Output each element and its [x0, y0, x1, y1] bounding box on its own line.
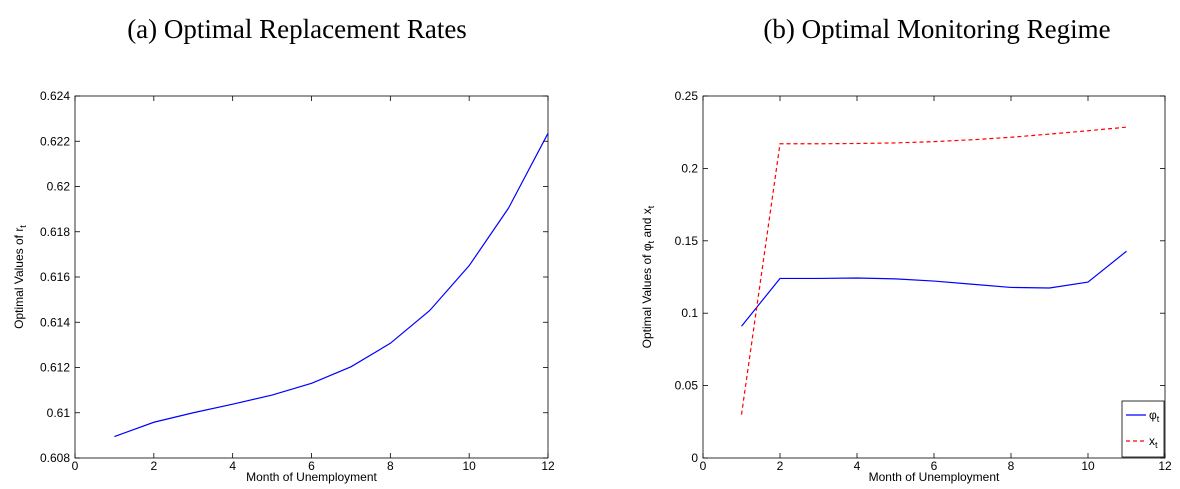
chart-title: (a) Optimal Replacement Rates [127, 14, 467, 44]
x-tick-label: 0 [72, 459, 79, 473]
x-tick-label: 4 [854, 459, 861, 473]
y-axis-label-subscript: t [18, 225, 28, 228]
x-tick-label: 12 [1158, 459, 1172, 473]
y-tick-label: 0.618 [40, 225, 70, 239]
legend-label: φt [1149, 408, 1160, 424]
data-line [740, 126, 1127, 415]
data-line [741, 250, 1127, 327]
x-tick-label: 0 [700, 459, 707, 473]
x-tick-label: 6 [308, 459, 315, 473]
data-line [114, 133, 549, 438]
legend-label-subscript: t [1157, 414, 1160, 424]
y-tick-label: 0.612 [40, 361, 70, 375]
x-tick-label: 12 [541, 459, 555, 473]
x-tick-label: 10 [1081, 459, 1095, 473]
legend-box [1121, 400, 1165, 458]
plot-area [702, 95, 1166, 459]
x-tick-label: 6 [931, 459, 938, 473]
plot-area [74, 95, 549, 459]
legend-label-part: x [1149, 434, 1155, 448]
y-tick-label: 0.616 [40, 270, 70, 284]
y-tick-label: 0.1 [681, 306, 698, 320]
y-tick-label: 0.15 [675, 234, 699, 248]
legend-label-subscript: t [1155, 440, 1158, 450]
x-tick-label: 4 [229, 459, 236, 473]
y-axis-label-part: Optimal Values of r [12, 228, 26, 329]
y-axis-label-subscript: t [646, 205, 656, 208]
y-axis-label: Optimal Values of φt and xt [640, 205, 656, 348]
y-axis-label: Optimal Values of rt [12, 225, 28, 329]
legend-label: xt [1149, 434, 1158, 450]
y-axis-label-part: Optimal Values of φ [640, 243, 654, 348]
x-axis-label: Month of Unemployment [869, 470, 1000, 484]
x-axis-label: Month of Unemployment [246, 470, 377, 484]
y-tick-label: 0.622 [40, 134, 70, 148]
y-tick-label: 0.2 [681, 161, 698, 175]
legend-label-part: φ [1149, 408, 1157, 422]
y-tick-label: 0.61 [47, 406, 71, 420]
x-tick-label: 2 [150, 459, 157, 473]
y-tick-label: 0.25 [675, 89, 699, 103]
y-tick-label: 0 [691, 451, 698, 465]
y-tick-label: 0.05 [675, 379, 699, 393]
y-axis-label-part: and x [640, 208, 654, 241]
y-axis-label-subscript: t [646, 240, 656, 243]
x-tick-label: 10 [462, 459, 476, 473]
chart-title: (b) Optimal Monitoring Regime [763, 14, 1110, 44]
x-tick-label: 8 [387, 459, 394, 473]
y-tick-label: 0.62 [47, 180, 71, 194]
x-tick-label: 2 [777, 459, 784, 473]
y-tick-label: 0.614 [40, 315, 70, 329]
x-tick-label: 8 [1008, 459, 1015, 473]
y-tick-label: 0.608 [40, 451, 70, 465]
y-tick-label: 0.624 [40, 89, 70, 103]
